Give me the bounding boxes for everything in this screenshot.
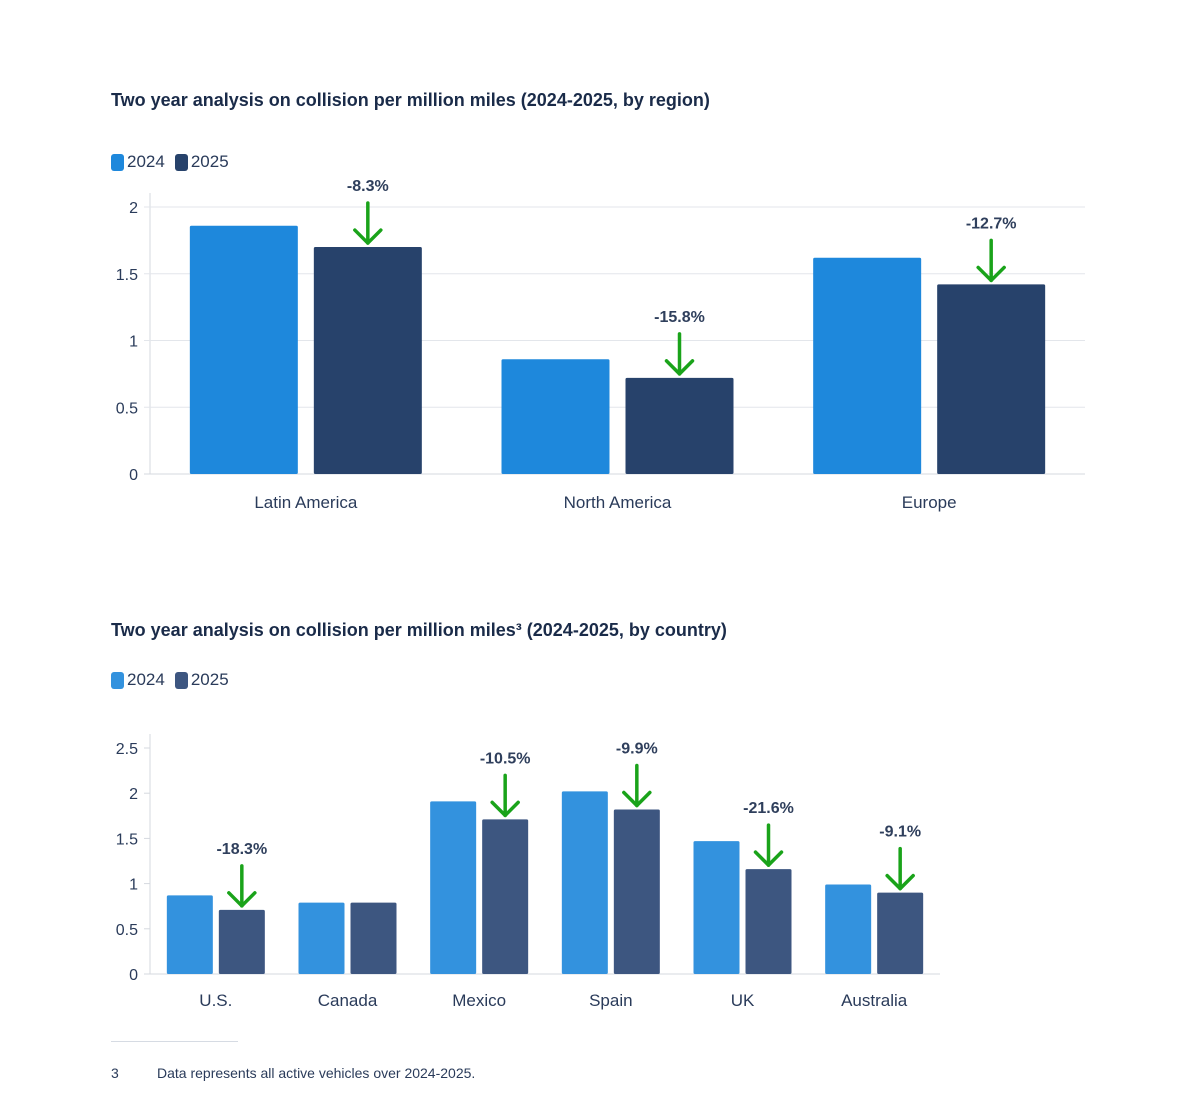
y-tick-label: 1.5 [116, 831, 138, 848]
bar-2025 [218, 909, 265, 974]
legend-item-2024[interactable]: 2024 [111, 670, 165, 690]
x-category-label: Spain [589, 991, 632, 1010]
y-tick-label: 1.5 [116, 267, 138, 284]
legend-label-2024: 2024 [127, 670, 165, 689]
footnote-divider [111, 1041, 238, 1042]
legend-swatch-2024 [111, 153, 124, 171]
change-percent-label: -21.6% [743, 800, 794, 817]
bar-2025 [877, 892, 924, 974]
region-chart: Two year analysis on collision per milli… [111, 90, 1085, 512]
legend-label-2025: 2025 [190, 152, 229, 171]
x-category-label: UK [731, 991, 755, 1010]
region-chart-legend: 2024 2025 [111, 152, 229, 172]
legend-item-2025[interactable]: 2025 [174, 152, 229, 172]
x-category-label: Europe [902, 493, 957, 512]
decrease-arrow-icon [353, 201, 383, 245]
bar-2024 [298, 902, 345, 974]
y-tick-label: 0 [129, 467, 138, 484]
bar-2024 [501, 359, 610, 474]
bar-2024 [166, 895, 213, 974]
x-category-label: Canada [318, 991, 378, 1010]
y-tick-label: 0 [129, 967, 138, 984]
bar-2025 [613, 809, 660, 974]
bar-2024 [189, 225, 298, 474]
x-category-label: Mexico [452, 991, 506, 1010]
bar-2024 [693, 841, 740, 974]
arrow-head [622, 790, 652, 808]
decrease-arrow-icon [976, 238, 1006, 283]
decrease-arrow-icon [622, 763, 652, 808]
bar-2025 [937, 284, 1046, 474]
x-category-label: U.S. [199, 991, 232, 1010]
bar-2025 [625, 377, 734, 474]
bar-2025 [350, 902, 397, 974]
y-tick-label: 0.5 [116, 922, 138, 939]
y-tick-label: 0.5 [116, 400, 138, 417]
change-percent-label: -8.3% [347, 178, 389, 195]
decrease-arrow-icon [885, 846, 915, 891]
decrease-arrow-icon [664, 332, 695, 376]
legend-label-2024: 2024 [127, 152, 165, 171]
x-category-label: Latin America [254, 493, 358, 512]
arrow-head [353, 228, 383, 245]
bar-2024 [813, 257, 922, 474]
change-percent-label: -15.8% [654, 309, 705, 326]
y-tick-label: 1 [129, 877, 138, 894]
change-percent-label: -12.7% [966, 215, 1017, 232]
y-tick-label: 1 [129, 334, 138, 351]
change-percent-label: -10.5% [480, 750, 531, 767]
bar-2025 [313, 247, 422, 474]
country-chart-legend: 2024 2025 [111, 670, 229, 690]
country-chart-plot: 0 0.5 1 1.5 2 2.5 U.S. -18.3% Canada Mexico -10.5%… [116, 734, 940, 1010]
arrow-head [976, 265, 1006, 283]
region-chart-plot: 0 0.5 1 1.5 2 Latin America -8.3% North America… [116, 178, 1085, 512]
region-chart-title: Two year analysis on collision per milli… [111, 90, 710, 110]
arrow-head [885, 873, 915, 891]
legend-swatch-2025 [174, 671, 188, 689]
bar-2025 [745, 869, 792, 974]
y-tick-label: 2.5 [116, 741, 138, 758]
legend-item-2024[interactable]: 2024 [111, 152, 165, 172]
legend-swatch-2025 [174, 153, 188, 171]
decrease-arrow-icon [753, 823, 784, 867]
x-category-label: North America [564, 493, 672, 512]
y-tick-label: 2 [129, 200, 138, 217]
y-tick-label: 2 [129, 786, 138, 803]
change-percent-label: -9.9% [616, 740, 658, 757]
legend-label-2025: 2025 [190, 670, 229, 689]
x-category-label: Australia [841, 991, 908, 1010]
bar-2024 [430, 801, 477, 974]
bar-2024 [825, 884, 872, 974]
legend-item-2025[interactable]: 2025 [174, 670, 229, 690]
decrease-arrow-icon [227, 864, 257, 908]
bar-2025 [482, 819, 529, 974]
change-percent-label: -18.3% [216, 841, 267, 858]
bar-2024 [561, 791, 608, 974]
footnote-text: Data represents all active vehicles over… [157, 1065, 476, 1081]
arrow-head [664, 359, 695, 376]
legend-swatch-2024 [111, 671, 124, 689]
change-percent-label: -9.1% [879, 824, 921, 841]
arrow-head [227, 891, 257, 908]
country-chart-title: Two year analysis on collision per milli… [111, 620, 727, 640]
arrow-head [490, 800, 520, 818]
decrease-arrow-icon [490, 773, 520, 818]
footnote-number: 3 [111, 1065, 119, 1081]
footnote: 3 Data represents all active vehicles ov… [111, 1065, 475, 1081]
arrow-head [753, 850, 784, 867]
country-chart: Two year analysis on collision per milli… [0, 560, 1200, 1030]
